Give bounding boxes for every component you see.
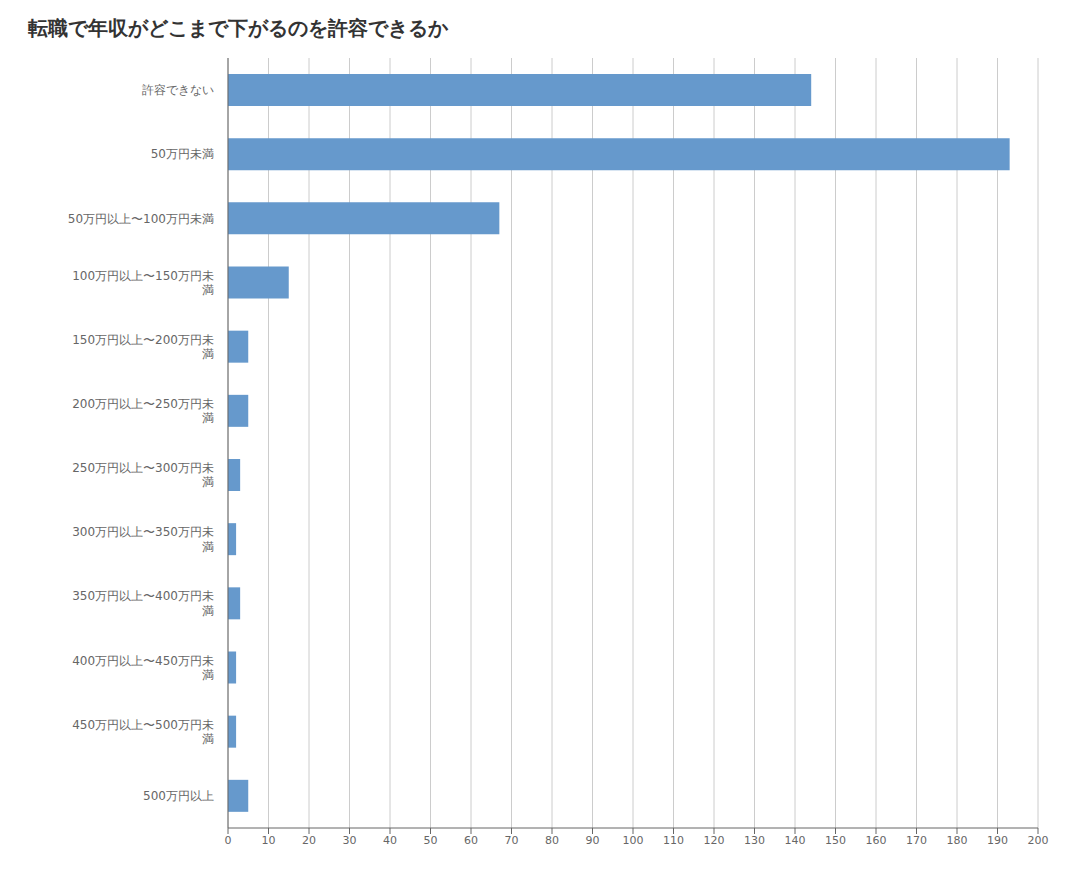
svg-text:80: 80 bbox=[545, 834, 559, 847]
svg-text:90: 90 bbox=[586, 834, 600, 847]
svg-text:許容できない: 許容できない bbox=[142, 83, 214, 97]
svg-text:0: 0 bbox=[225, 834, 232, 847]
svg-text:140: 140 bbox=[785, 834, 806, 847]
svg-text:110: 110 bbox=[663, 834, 684, 847]
svg-text:70: 70 bbox=[505, 834, 519, 847]
svg-text:130: 130 bbox=[744, 834, 765, 847]
svg-text:250万円以上〜300万円未満: 250万円以上〜300万円未満 bbox=[72, 461, 214, 489]
svg-text:170: 170 bbox=[906, 834, 927, 847]
svg-text:400万円以上〜450万円未満: 400万円以上〜450万円未満 bbox=[72, 654, 214, 682]
svg-text:200万円以上〜250万円未満: 200万円以上〜250万円未満 bbox=[72, 397, 214, 425]
html-text:転職で年収がどこまで下がるのを許容できるか: 転職で年収がどこまで下がるのを許容できるか bbox=[28, 16, 448, 40]
svg-text:60: 60 bbox=[464, 834, 478, 847]
svg-text:200: 200 bbox=[1028, 834, 1049, 847]
svg-text:450万円以上〜500万円未満: 450万円以上〜500万円未満 bbox=[72, 718, 214, 746]
svg-text:50: 50 bbox=[424, 834, 438, 847]
svg-text:350万円以上〜400万円未満: 350万円以上〜400万円未満 bbox=[72, 589, 214, 617]
svg-text:500万円以上: 500万円以上 bbox=[143, 789, 214, 803]
svg-text:30: 30 bbox=[343, 834, 357, 847]
svg-text:100万円以上〜150万円未満: 100万円以上〜150万円未満 bbox=[72, 269, 214, 297]
svg-text:120: 120 bbox=[704, 834, 725, 847]
svg-text:190: 190 bbox=[987, 834, 1008, 847]
svg-text:40: 40 bbox=[383, 834, 397, 847]
svg-text:300万円以上〜350万円未満: 300万円以上〜350万円未満 bbox=[72, 525, 214, 553]
svg-text:50万円以上〜100万円未満: 50万円以上〜100万円未満 bbox=[68, 212, 214, 226]
svg-text:50万円未満: 50万円未満 bbox=[151, 147, 214, 161]
svg-text:100: 100 bbox=[623, 834, 644, 847]
svg-text:20: 20 bbox=[302, 834, 316, 847]
svg-text:150: 150 bbox=[825, 834, 846, 847]
svg-text:10: 10 bbox=[262, 834, 276, 847]
svg-text:160: 160 bbox=[866, 834, 887, 847]
svg-text:150万円以上〜200万円未満: 150万円以上〜200万円未満 bbox=[72, 333, 214, 361]
svg-text:180: 180 bbox=[947, 834, 968, 847]
